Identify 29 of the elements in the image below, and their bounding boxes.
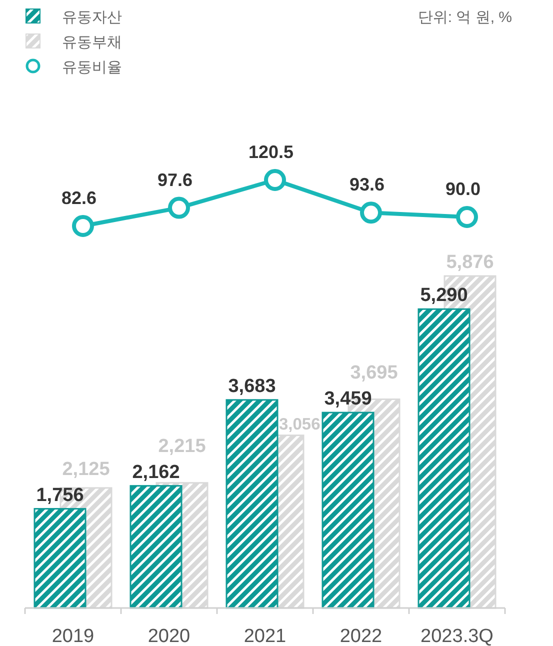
bar [418,308,470,609]
x-tick-label: 2022 [340,626,382,646]
point [360,202,382,224]
point [168,196,190,219]
bar [34,508,86,609]
data-label: 2,162 [132,462,180,483]
data-label: 5,290 [420,285,468,306]
data-label: 82.6 [61,188,97,208]
data-label: 93.6 [349,174,385,195]
legend-label: 유동부채 [62,34,122,51]
point [72,215,94,237]
x-tick-label: 2023.3Q [420,626,494,646]
data-label: 3,683 [228,376,276,397]
data-label: 120.5 [248,142,294,162]
legend-label: 유동비율 [62,59,122,76]
x-tick-label: 2019 [52,626,94,646]
x-tick-label: 2020 [148,626,190,646]
data-label: 90.0 [445,179,481,200]
point [456,206,478,228]
legend-label: 유동자산 [62,9,122,26]
data-label: 1,756 [36,484,84,506]
text: 단위: 억 원, % [418,9,512,26]
data-label: 3,459 [324,388,372,410]
point [264,169,286,191]
bar [322,412,374,609]
bar [226,399,278,609]
bar [130,485,182,609]
x-tick-label: 2021 [244,626,286,646]
data-label: 97.6 [157,170,193,190]
